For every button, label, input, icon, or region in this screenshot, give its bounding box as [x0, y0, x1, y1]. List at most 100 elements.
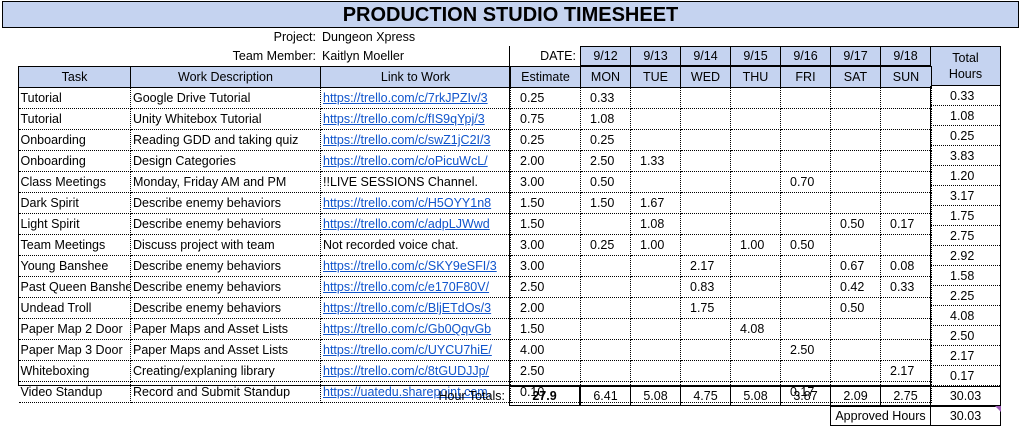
day-hours-cell[interactable]	[730, 276, 781, 298]
task-cell[interactable]: Whiteboxing	[18, 360, 131, 382]
day-hours-cell[interactable]	[880, 339, 932, 361]
day-hours-cell[interactable]	[780, 87, 831, 109]
estimate-cell[interactable]: 2.50	[510, 276, 581, 298]
day-hours-cell[interactable]: 0.42	[830, 276, 881, 298]
day-hours-cell[interactable]: 0.08	[880, 255, 932, 277]
day-hours-cell[interactable]	[680, 339, 731, 361]
estimate-cell[interactable]: 0.25	[510, 87, 581, 109]
day-hours-cell[interactable]	[630, 108, 681, 130]
work-description-cell[interactable]: Record and Submit Standup	[130, 381, 321, 403]
day-hours-cell[interactable]	[680, 108, 731, 130]
estimate-cell[interactable]: 4.00	[510, 339, 581, 361]
day-hours-cell[interactable]	[680, 150, 731, 172]
day-hours-cell[interactable]: 0.33	[580, 87, 631, 109]
task-cell[interactable]: Class Meetings	[18, 171, 131, 193]
day-hours-cell[interactable]	[580, 339, 631, 361]
link-cell[interactable]: https://trello.com/c/SKY9eSFI/3	[320, 255, 511, 277]
day-hours-cell[interactable]	[780, 108, 831, 130]
work-description-cell[interactable]: Paper Maps and Asset Lists	[130, 318, 321, 340]
work-description-cell[interactable]: Describe enemy behaviors	[130, 255, 321, 277]
day-hours-cell[interactable]	[730, 192, 781, 214]
link-cell[interactable]: https://trello.com/c/Gb0QqvGb	[320, 318, 511, 340]
day-hours-cell[interactable]	[680, 234, 731, 256]
day-hours-cell[interactable]: 0.25	[580, 234, 631, 256]
day-hours-cell[interactable]	[730, 213, 781, 235]
estimate-cell[interactable]: 2.00	[510, 150, 581, 172]
day-hours-cell[interactable]: 2.17	[680, 255, 731, 277]
task-cell[interactable]: Tutorial	[18, 87, 131, 109]
day-hours-cell[interactable]	[830, 360, 881, 382]
day-hours-cell[interactable]: 1.00	[730, 234, 781, 256]
day-hours-cell[interactable]	[730, 297, 781, 319]
day-hours-cell[interactable]	[830, 234, 881, 256]
link-cell[interactable]: https://trello.com/c/BljETdOs/3	[320, 297, 511, 319]
work-description-cell[interactable]: Monday, Friday AM and PM	[130, 171, 321, 193]
day-hours-cell[interactable]	[680, 213, 731, 235]
day-hours-cell[interactable]	[780, 360, 831, 382]
task-cell[interactable]: Young Banshee	[18, 255, 131, 277]
day-hours-cell[interactable]	[630, 360, 681, 382]
day-hours-cell[interactable]: 0.17	[880, 213, 932, 235]
link-cell[interactable]: https://trello.com/c/e170F80V/	[320, 276, 511, 298]
work-description-cell[interactable]: Paper Maps and Asset Lists	[130, 339, 321, 361]
day-hours-cell[interactable]: 0.33	[880, 276, 932, 298]
link-cell[interactable]: Not recorded voice chat.	[320, 234, 511, 256]
task-cell[interactable]: Team Meetings	[18, 234, 131, 256]
day-hours-cell[interactable]	[880, 150, 932, 172]
day-hours-cell[interactable]	[730, 87, 781, 109]
day-hours-cell[interactable]	[780, 255, 831, 277]
day-hours-cell[interactable]	[830, 339, 881, 361]
day-hours-cell[interactable]: 2.50	[580, 150, 631, 172]
day-hours-cell[interactable]	[580, 213, 631, 235]
day-hours-cell[interactable]	[880, 108, 932, 130]
task-cell[interactable]: Video Standup	[18, 381, 131, 403]
link-cell[interactable]: https://trello.com/c/H5OYY1n8	[320, 192, 511, 214]
day-hours-cell[interactable]	[730, 150, 781, 172]
day-hours-cell[interactable]: 0.83	[680, 276, 731, 298]
day-hours-cell[interactable]	[880, 129, 932, 151]
day-hours-cell[interactable]: 1.50	[580, 192, 631, 214]
day-hours-cell[interactable]	[830, 108, 881, 130]
work-description-cell[interactable]: Reading GDD and taking quiz	[130, 129, 321, 151]
day-hours-cell[interactable]	[580, 318, 631, 340]
work-description-cell[interactable]: Design Categories	[130, 150, 321, 172]
day-hours-cell[interactable]: 1.08	[580, 108, 631, 130]
task-cell[interactable]: Tutorial	[18, 108, 131, 130]
link-cell[interactable]: https://trello.com/c/8tGUDJJp/	[320, 360, 511, 382]
day-hours-cell[interactable]: 1.33	[630, 150, 681, 172]
day-hours-cell[interactable]: 0.50	[780, 234, 831, 256]
day-hours-cell[interactable]: 2.17	[880, 360, 932, 382]
day-hours-cell[interactable]	[880, 297, 932, 319]
day-hours-cell[interactable]	[730, 339, 781, 361]
day-hours-cell[interactable]	[830, 171, 881, 193]
day-hours-cell[interactable]	[680, 360, 731, 382]
day-hours-cell[interactable]	[630, 276, 681, 298]
link-cell[interactable]: https://trello.com/c/swZ1jC2I/3	[320, 129, 511, 151]
task-cell[interactable]: Paper Map 3 Door	[18, 339, 131, 361]
day-hours-cell[interactable]	[630, 339, 681, 361]
estimate-cell[interactable]: 1.50	[510, 192, 581, 214]
day-hours-cell[interactable]	[680, 192, 731, 214]
estimate-cell[interactable]: 1.50	[510, 318, 581, 340]
day-hours-cell[interactable]	[830, 318, 881, 340]
task-cell[interactable]: Paper Map 2 Door	[18, 318, 131, 340]
day-hours-cell[interactable]: 0.70	[780, 171, 831, 193]
day-hours-cell[interactable]: 0.50	[580, 171, 631, 193]
day-hours-cell[interactable]: 2.50	[780, 339, 831, 361]
day-hours-cell[interactable]	[680, 318, 731, 340]
day-hours-cell[interactable]	[780, 213, 831, 235]
day-hours-cell[interactable]	[730, 129, 781, 151]
task-cell[interactable]: Undead Troll	[18, 297, 131, 319]
day-hours-cell[interactable]: 0.25	[580, 129, 631, 151]
link-cell[interactable]: https://trello.com/c/UYCU7hiE/	[320, 339, 511, 361]
day-hours-cell[interactable]: 1.00	[630, 234, 681, 256]
day-hours-cell[interactable]	[680, 171, 731, 193]
day-hours-cell[interactable]	[880, 171, 932, 193]
work-description-cell[interactable]: Unity Whitebox Tutorial	[130, 108, 321, 130]
work-description-cell[interactable]: Describe enemy behaviors	[130, 276, 321, 298]
day-hours-cell[interactable]	[780, 192, 831, 214]
day-hours-cell[interactable]	[780, 318, 831, 340]
day-hours-cell[interactable]	[580, 255, 631, 277]
day-hours-cell[interactable]	[880, 192, 932, 214]
task-cell[interactable]: Onboarding	[18, 150, 131, 172]
